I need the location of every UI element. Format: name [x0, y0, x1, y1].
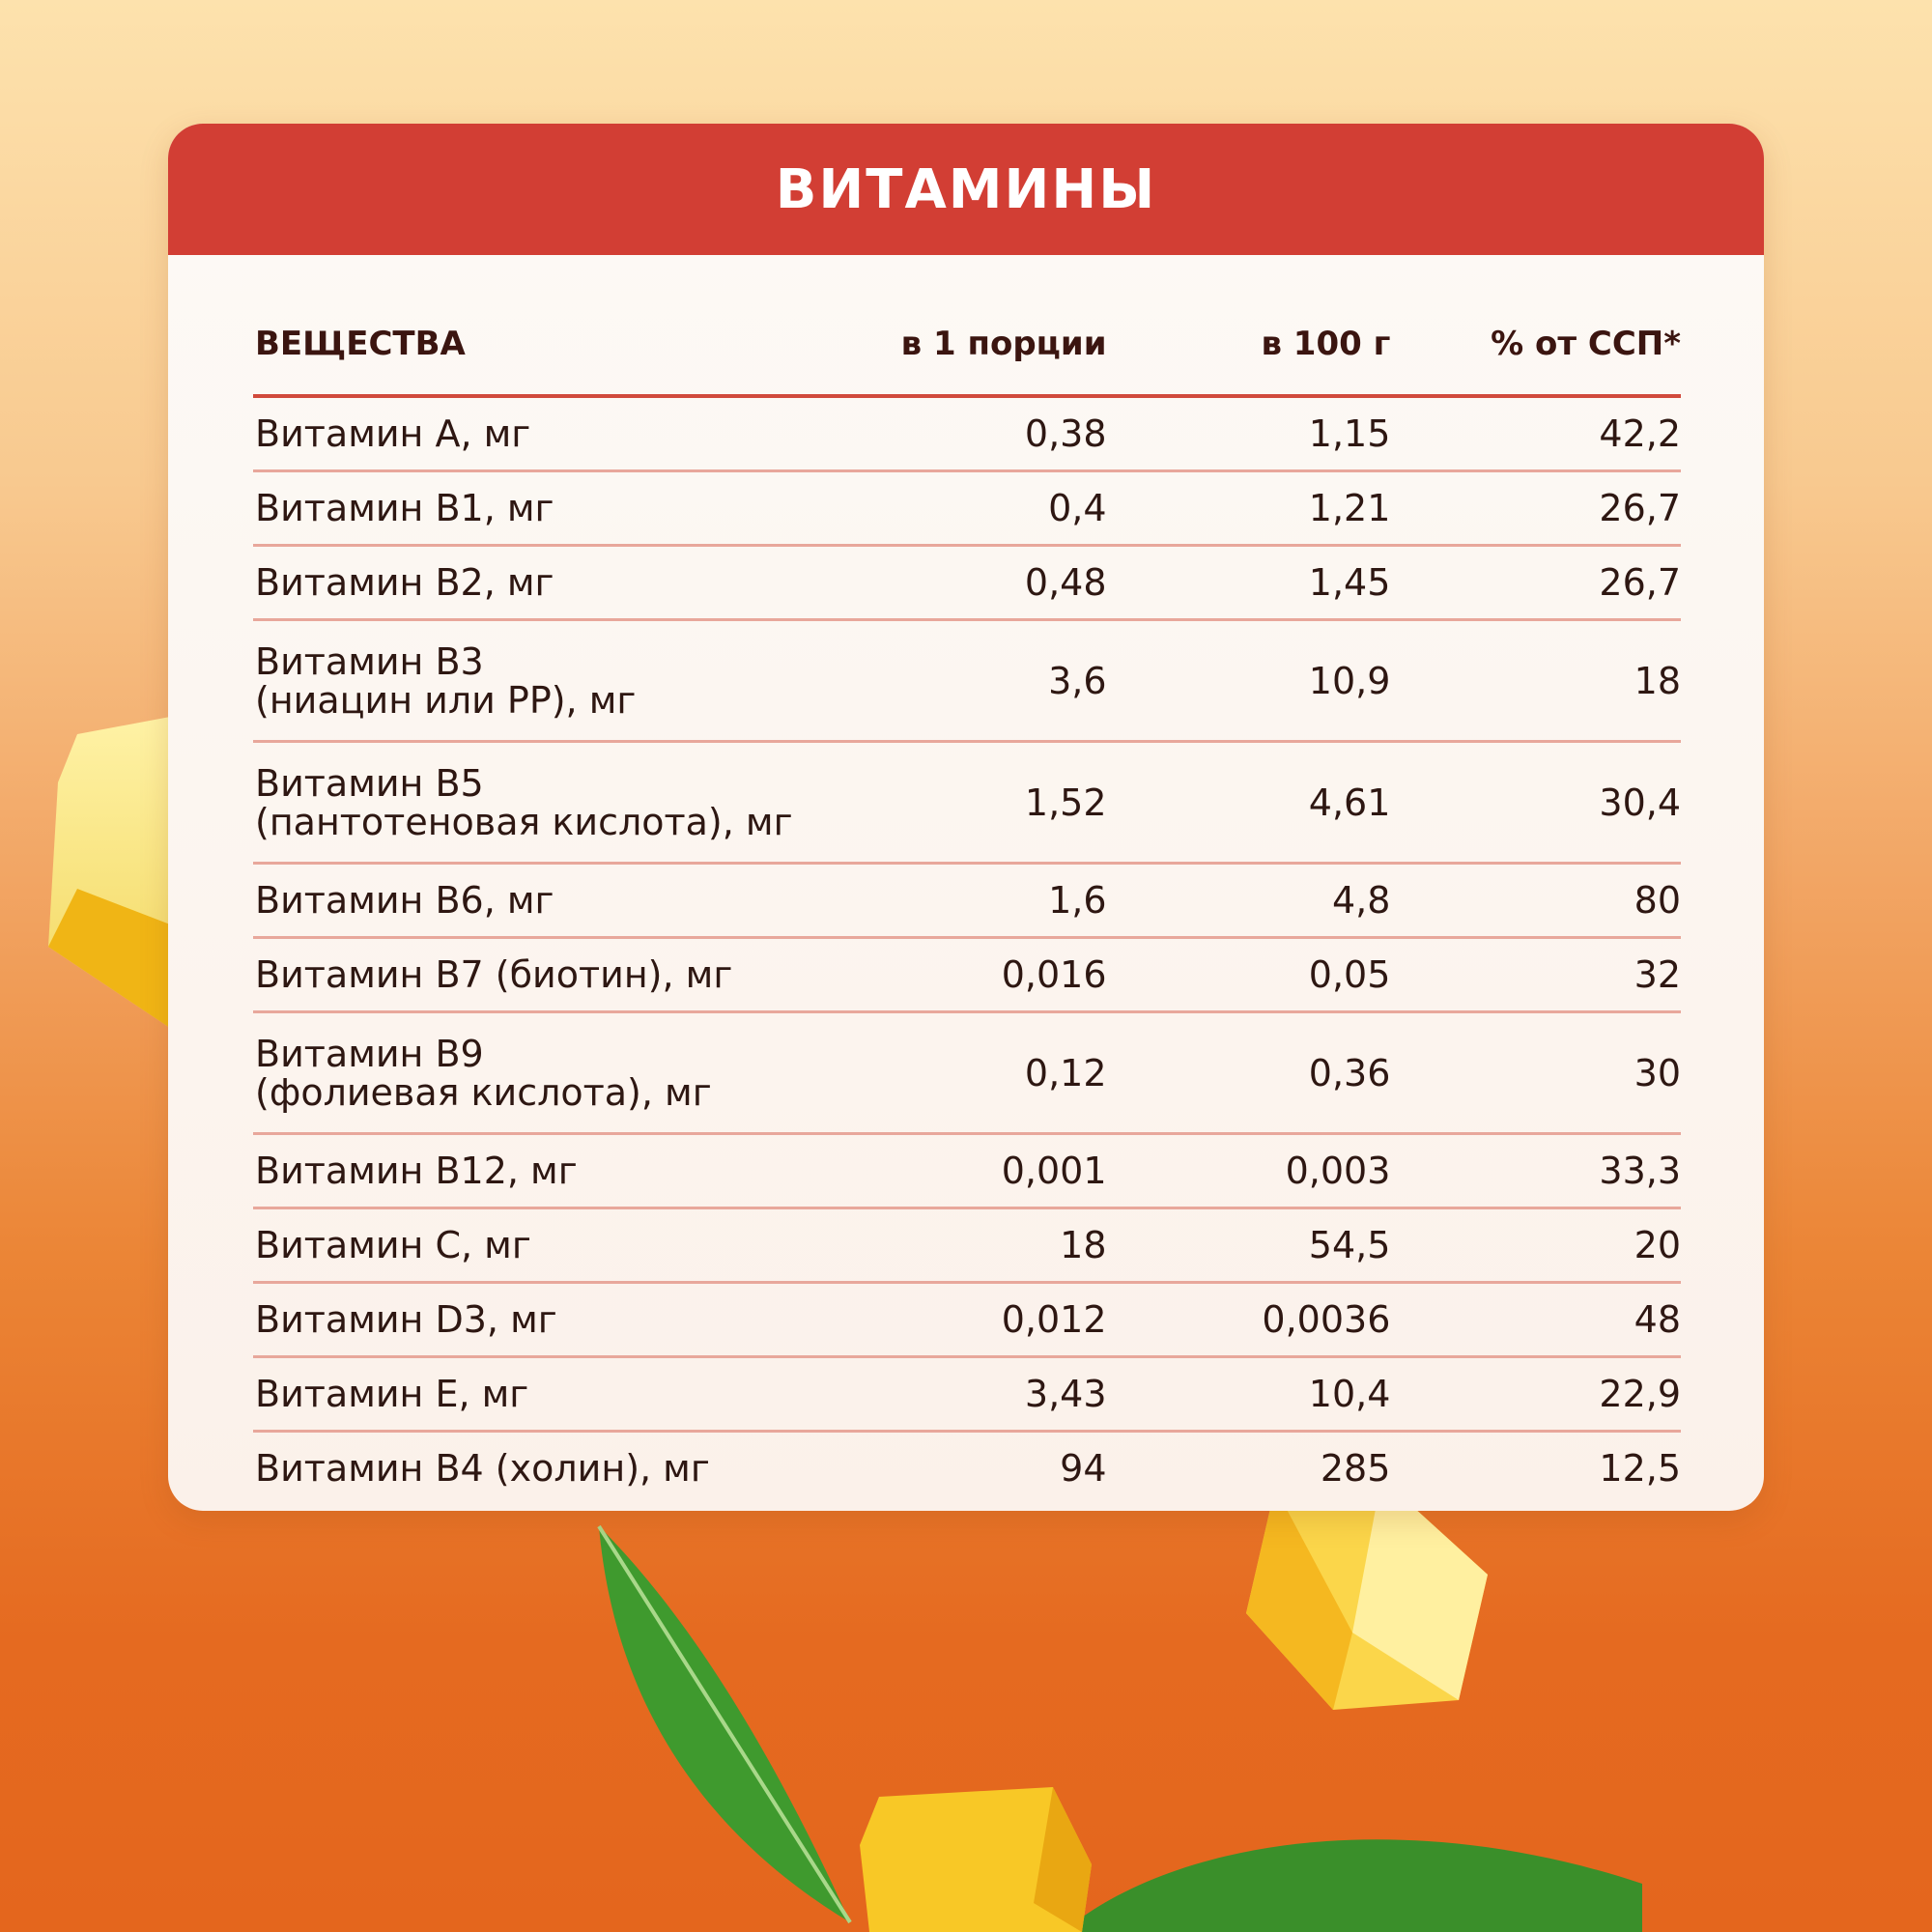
percent-value: 12,5	[1599, 1447, 1682, 1490]
vitamin-name: Витамин В5 (пантотеновая кислота), мг	[255, 761, 793, 843]
percent-value: 33,3	[1599, 1150, 1682, 1192]
percent-value: 80	[1634, 879, 1682, 922]
per-portion-value: 0,48	[1024, 561, 1107, 604]
table-row: Витамин Е, мг 3,43 10,4 22,9	[253, 1358, 1681, 1433]
percent-value: 32	[1634, 953, 1682, 996]
table-row: Витамин В7 (биотин), мг 0,016 0,05 32	[253, 939, 1681, 1013]
table-row: Витамин D3, мг 0,012 0,0036 48	[253, 1284, 1681, 1358]
per-portion-value: 18	[1060, 1224, 1107, 1266]
percent-value: 48	[1634, 1298, 1682, 1341]
vitamin-name: Витамин В7 (биотин), мг	[255, 953, 733, 996]
percent-value: 26,7	[1599, 487, 1682, 529]
card-title: ВИТАМИНЫ	[168, 124, 1764, 255]
mango-cube-icon	[1246, 1478, 1488, 1710]
table-row: Витамин А, мг 0,38 1,15 42,2	[253, 398, 1681, 472]
per-portion-value: 94	[1060, 1447, 1107, 1490]
table-row: Витамин С, мг 18 54,5 20	[253, 1209, 1681, 1284]
per-100g-value: 1,45	[1308, 561, 1391, 604]
vitamin-name: Витамин В4 (холин), мг	[255, 1447, 710, 1490]
mango-cube-icon	[860, 1787, 1092, 1932]
vitamin-name: Витамин D3, мг	[255, 1298, 557, 1341]
mango-leaf-icon	[1063, 1839, 1642, 1932]
per-portion-value: 0,016	[1001, 953, 1107, 996]
table-row: Витамин В3 (ниацин или РР), мг 3,6 10,9 …	[253, 621, 1681, 743]
per-portion-value: 1,52	[1024, 781, 1107, 824]
table-row: Витамин В4 (холин), мг 94 285 12,5	[253, 1433, 1681, 1504]
percent-value: 18	[1634, 659, 1682, 702]
per-100g-value: 0,0036	[1262, 1298, 1391, 1341]
vitamin-name: Витамин В3 (ниацин или РР), мг	[255, 639, 637, 722]
per-portion-value: 0,001	[1001, 1150, 1107, 1192]
per-100g-value: 0,36	[1308, 1051, 1391, 1094]
per-100g-value: 0,003	[1285, 1150, 1391, 1192]
table-row: Витамин В6, мг 1,6 4,8 80	[253, 865, 1681, 939]
table-row: Витамин В9 (фолиевая кислота), мг 0,12 0…	[253, 1013, 1681, 1135]
per-portion-value: 0,012	[1001, 1298, 1107, 1341]
per-portion-value: 0,12	[1024, 1051, 1107, 1094]
percent-value: 42,2	[1599, 412, 1682, 455]
per-100g-value: 1,21	[1308, 487, 1391, 529]
vitamin-name: Витамин Е, мг	[255, 1373, 529, 1415]
per-100g-value: 0,05	[1308, 953, 1391, 996]
table-row: Витамин В12, мг 0,001 0,003 33,3	[253, 1135, 1681, 1209]
table-row: Витамин В5 (пантотеновая кислота), мг 1,…	[253, 743, 1681, 865]
percent-value: 22,9	[1599, 1373, 1682, 1415]
per-portion-value: 0,38	[1024, 412, 1107, 455]
table-row: Витамин В1, мг 0,4 1,21 26,7	[253, 472, 1681, 547]
percent-value: 30,4	[1599, 781, 1682, 824]
table-header: ВЕЩЕСТВА в 1 порции в 100 г % от ССП*	[253, 294, 1681, 398]
per-portion-value: 3,43	[1024, 1373, 1107, 1415]
percent-value: 30	[1634, 1051, 1682, 1094]
per-portion-value: 3,6	[1048, 659, 1107, 702]
vitamin-name: Витамин В12, мг	[255, 1150, 578, 1192]
per-portion-value: 1,6	[1048, 879, 1107, 922]
column-header-per-portion: в 1 порции	[900, 325, 1107, 363]
vitamins-table: ВЕЩЕСТВА в 1 порции в 100 г % от ССП* Ви…	[253, 294, 1681, 1504]
per-100g-value: 10,9	[1308, 659, 1391, 702]
per-100g-value: 4,61	[1308, 781, 1391, 824]
per-100g-value: 54,5	[1308, 1224, 1391, 1266]
vitamin-name: Витамин В2, мг	[255, 561, 554, 604]
per-100g-value: 4,8	[1331, 879, 1391, 922]
mango-leaf-icon	[597, 1524, 852, 1924]
per-portion-value: 0,4	[1048, 487, 1107, 529]
column-header-substance: ВЕЩЕСТВА	[255, 325, 466, 363]
vitamin-name: Витамин В9 (фолиевая кислота), мг	[255, 1032, 712, 1114]
per-100g-value: 285	[1320, 1447, 1391, 1490]
percent-value: 26,7	[1599, 561, 1682, 604]
vitamin-name: Витамин А, мг	[255, 412, 531, 455]
percent-value: 20	[1634, 1224, 1682, 1266]
column-header-per-100g: в 100 г	[1261, 325, 1391, 363]
vitamin-name: Витамин В6, мг	[255, 879, 554, 922]
vitamin-name: Витамин С, мг	[255, 1224, 531, 1266]
vitamin-name: Витамин В1, мг	[255, 487, 554, 529]
column-header-percent: % от ССП*	[1491, 325, 1682, 363]
per-100g-value: 10,4	[1308, 1373, 1391, 1415]
vitamins-card: ВИТАМИНЫ ВЕЩЕСТВА в 1 порции в 100 г % о…	[168, 124, 1764, 1511]
table-row: Витамин В2, мг 0,48 1,45 26,7	[253, 547, 1681, 621]
per-100g-value: 1,15	[1308, 412, 1391, 455]
